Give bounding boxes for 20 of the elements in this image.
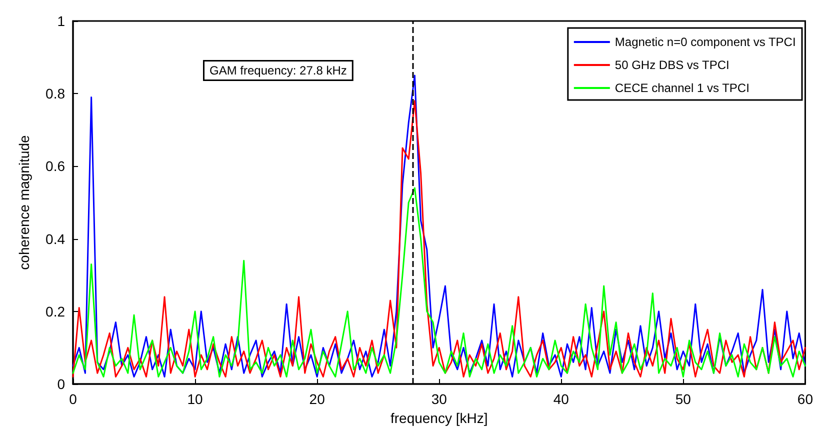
y-tick-label: 0 [57, 376, 66, 392]
x-axis-title: frequency [kHz] [390, 410, 488, 426]
y-tick-label: 0.4 [46, 230, 66, 247]
x-tick-label: 0 [69, 391, 78, 407]
legend-label: Magnetic n=0 component vs TPCI [614, 35, 796, 49]
y-tick-label: 0.6 [46, 158, 66, 174]
y-axis-title: coherence magnitude [16, 134, 32, 270]
line-series [72, 187, 806, 378]
x-tick-label: 50 [675, 391, 692, 407]
legend-label: CECE channel 1 vs TPCI [614, 81, 750, 95]
annotation: GAM frequency: 27.8 kHz [210, 64, 347, 78]
y-tick-label: 0.2 [46, 303, 66, 320]
y-tick-label: 1 [57, 13, 66, 29]
x-tick-label: 60 [797, 391, 814, 407]
x-tick-label: 40 [553, 391, 570, 407]
x-tick-label: 20 [309, 391, 326, 407]
x-tick-label: 30 [431, 391, 448, 407]
x-tick-label: 10 [187, 391, 204, 407]
y-tick-label: 0.8 [46, 86, 66, 102]
legend-label: 50 GHz DBS vs TPCI [614, 58, 730, 72]
